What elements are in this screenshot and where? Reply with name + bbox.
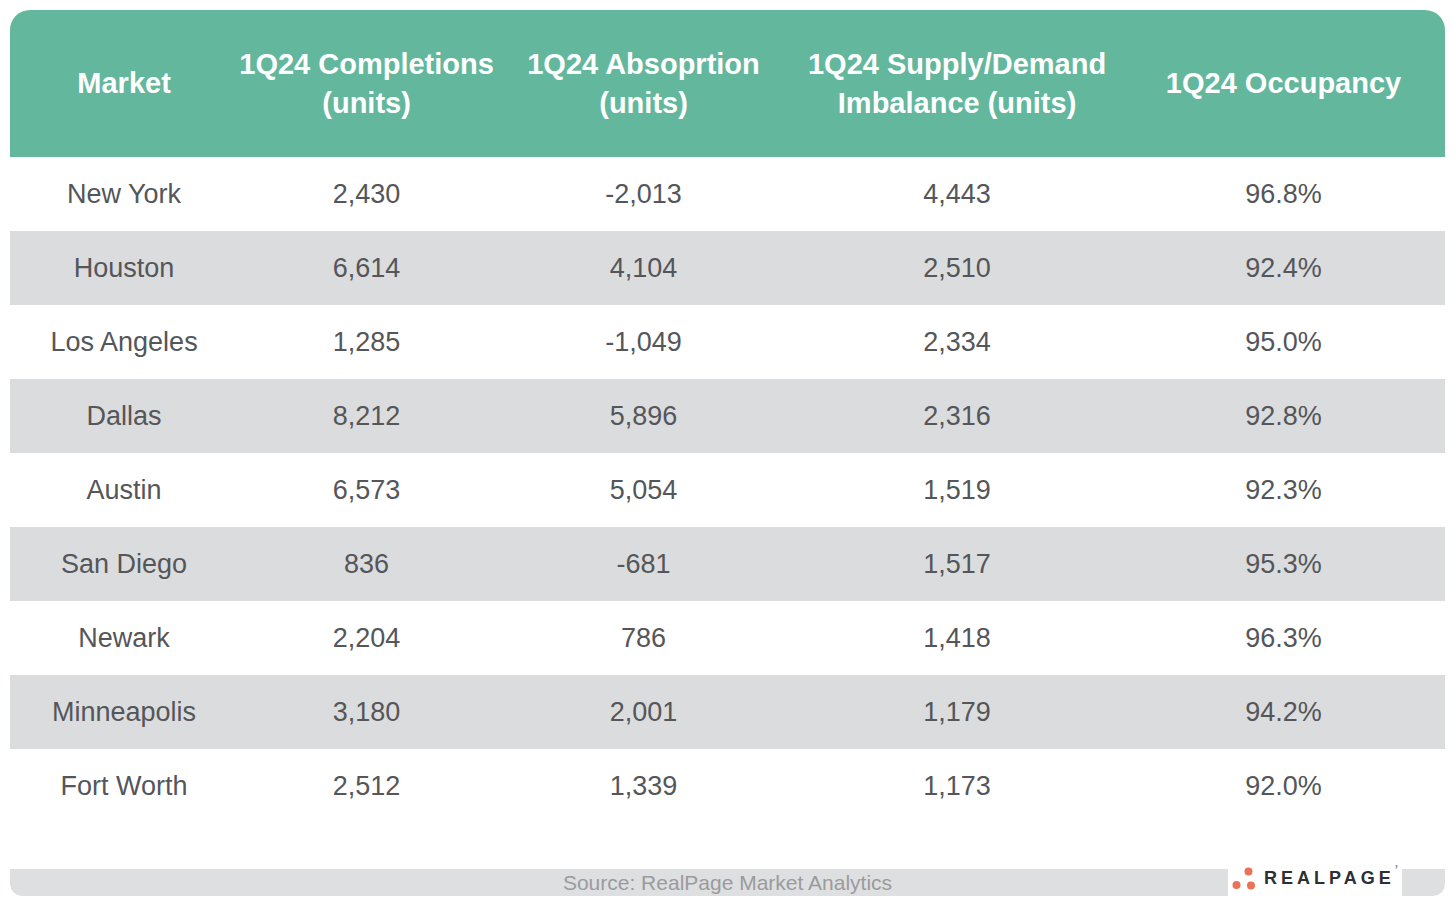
cell-completions: 3,180 [238, 675, 495, 749]
cell-absorption: 4,104 [495, 231, 792, 305]
trademark-mark: ’ [1395, 863, 1398, 877]
cell-occupancy: 94.2% [1122, 675, 1445, 749]
cell-absorption: 2,001 [495, 675, 792, 749]
cell-completions: 1,285 [238, 305, 495, 379]
cell-absorption: -1,049 [495, 305, 792, 379]
column-header-label: 1Q24 Supply/Demand [808, 45, 1106, 84]
cell-completions: 6,573 [238, 453, 495, 527]
column-header-label: 1Q24 Absoprtion [527, 45, 760, 84]
cell-absorption: -2,013 [495, 157, 792, 231]
column-header-imbalance: 1Q24 Supply/Demand Imbalance (units) [792, 10, 1122, 157]
cell-imbalance: 4,443 [792, 157, 1122, 231]
cell-absorption: 1,339 [495, 749, 792, 823]
realpage-logo-text: REALPAGE [1264, 868, 1395, 889]
cell-completions: 836 [238, 527, 495, 601]
cell-absorption: -681 [495, 527, 792, 601]
table-header-row: Market 1Q24 Completions (units) 1Q24 Abs… [10, 10, 1445, 157]
cell-completions: 8,212 [238, 379, 495, 453]
column-header-occupancy: 1Q24 Occupancy [1122, 10, 1445, 157]
cell-occupancy: 95.0% [1122, 305, 1445, 379]
cell-occupancy: 92.8% [1122, 379, 1445, 453]
realpage-dots-icon [1232, 865, 1258, 891]
table-row: Minneapolis 3,180 2,001 1,179 94.2% [10, 675, 1445, 749]
cell-imbalance: 1,179 [792, 675, 1122, 749]
column-header-completions: 1Q24 Completions (units) [238, 10, 495, 157]
cell-occupancy: 92.0% [1122, 749, 1445, 823]
table-row: Dallas 8,212 5,896 2,316 92.8% [10, 379, 1445, 453]
column-header-label-line2: (units) [599, 84, 688, 123]
cell-market: Fort Worth [10, 749, 238, 823]
cell-completions: 2,430 [238, 157, 495, 231]
table-body: New York 2,430 -2,013 4,443 96.8% Housto… [10, 157, 1445, 823]
cell-market: Dallas [10, 379, 238, 453]
table-row: Fort Worth 2,512 1,339 1,173 92.0% [10, 749, 1445, 823]
cell-market: Newark [10, 601, 238, 675]
cell-imbalance: 2,316 [792, 379, 1122, 453]
table-row: New York 2,430 -2,013 4,443 96.8% [10, 157, 1445, 231]
cell-occupancy: 92.4% [1122, 231, 1445, 305]
cell-completions: 6,614 [238, 231, 495, 305]
column-header-label-line2: (units) [322, 84, 411, 123]
cell-market: Los Angeles [10, 305, 238, 379]
cell-imbalance: 1,519 [792, 453, 1122, 527]
cell-absorption: 5,896 [495, 379, 792, 453]
cell-completions: 2,204 [238, 601, 495, 675]
cell-completions: 2,512 [238, 749, 495, 823]
cell-occupancy: 96.8% [1122, 157, 1445, 231]
cell-occupancy: 95.3% [1122, 527, 1445, 601]
column-header-label: Market [77, 64, 171, 103]
cell-imbalance: 1,418 [792, 601, 1122, 675]
cell-absorption: 786 [495, 601, 792, 675]
source-text: Source: RealPage Market Analytics [563, 871, 892, 895]
cell-absorption: 5,054 [495, 453, 792, 527]
cell-market: San Diego [10, 527, 238, 601]
column-header-label: 1Q24 Completions [239, 45, 494, 84]
cell-market: Houston [10, 231, 238, 305]
table-row: San Diego 836 -681 1,517 95.3% [10, 527, 1445, 601]
cell-imbalance: 2,334 [792, 305, 1122, 379]
cell-imbalance: 2,510 [792, 231, 1122, 305]
cell-imbalance: 1,173 [792, 749, 1122, 823]
column-header-market: Market [10, 10, 238, 157]
cell-market: New York [10, 157, 238, 231]
table-row: Houston 6,614 4,104 2,510 92.4% [10, 231, 1445, 305]
market-table-card: Market 1Q24 Completions (units) 1Q24 Abs… [10, 10, 1445, 896]
page-background: Market 1Q24 Completions (units) 1Q24 Abs… [0, 0, 1455, 903]
column-header-label: 1Q24 Occupancy [1166, 64, 1401, 103]
cell-occupancy: 96.3% [1122, 601, 1445, 675]
cell-market: Minneapolis [10, 675, 238, 749]
realpage-logo: REALPAGE ’ [1228, 860, 1402, 896]
table-row: Newark 2,204 786 1,418 96.3% [10, 601, 1445, 675]
cell-market: Austin [10, 453, 238, 527]
table-row: Los Angeles 1,285 -1,049 2,334 95.0% [10, 305, 1445, 379]
cell-imbalance: 1,517 [792, 527, 1122, 601]
column-header-absorption: 1Q24 Absoprtion (units) [495, 10, 792, 157]
column-header-label-line2: Imbalance (units) [838, 84, 1077, 123]
cell-occupancy: 92.3% [1122, 453, 1445, 527]
table-row: Austin 6,573 5,054 1,519 92.3% [10, 453, 1445, 527]
